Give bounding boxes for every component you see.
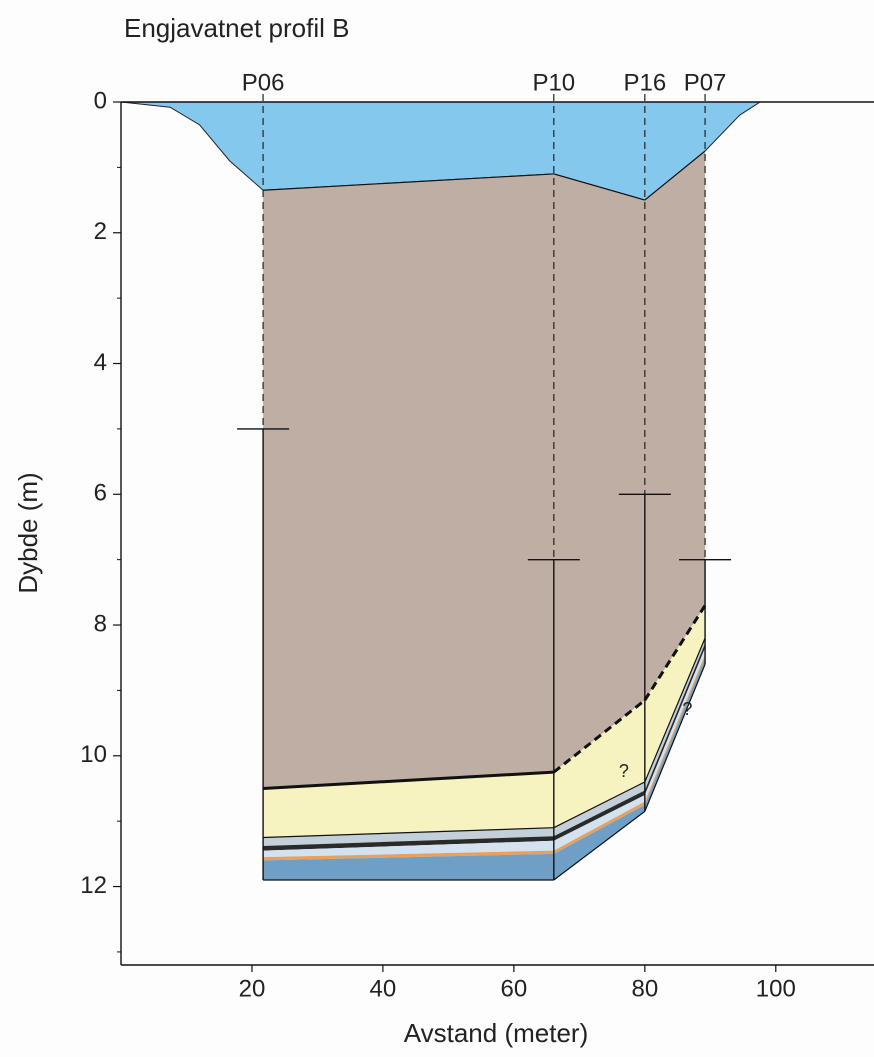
x-tick-label: 40 — [370, 975, 397, 1002]
x-tick-label: 60 — [501, 975, 528, 1002]
y-axis-label: Dybde (m) — [13, 472, 43, 593]
core-label: P10 — [532, 69, 575, 96]
core-label: P07 — [684, 69, 727, 96]
y-tick-label: 10 — [80, 741, 107, 768]
x-tick-label: 100 — [756, 975, 796, 1002]
annotation: ? — [682, 699, 692, 719]
y-tick-label: 2 — [94, 218, 107, 245]
y-tick-label: 8 — [94, 610, 107, 637]
chart: Engjavatnet profil B Avstand (meter) Dyb… — [0, 0, 874, 1057]
chart-title: Engjavatnet profil B — [124, 13, 349, 43]
layer — [263, 151, 705, 788]
core-label: P06 — [242, 69, 285, 96]
x-axis-label: Avstand (meter) — [404, 1018, 588, 1048]
y-tick-label: 6 — [94, 480, 107, 507]
annotation: ? — [619, 761, 629, 781]
core-label: P16 — [623, 69, 666, 96]
y-tick-label: 4 — [94, 349, 107, 376]
x-tick-label: 20 — [239, 975, 266, 1002]
x-tick-label: 80 — [631, 975, 658, 1002]
y-tick-label: 0 — [94, 87, 107, 114]
y-tick-label: 12 — [80, 872, 107, 899]
plot-area: P06 P10 P16 P07?? 0 2 4 6 8 10 12 20 40 60 80 100 — [80, 69, 874, 1002]
